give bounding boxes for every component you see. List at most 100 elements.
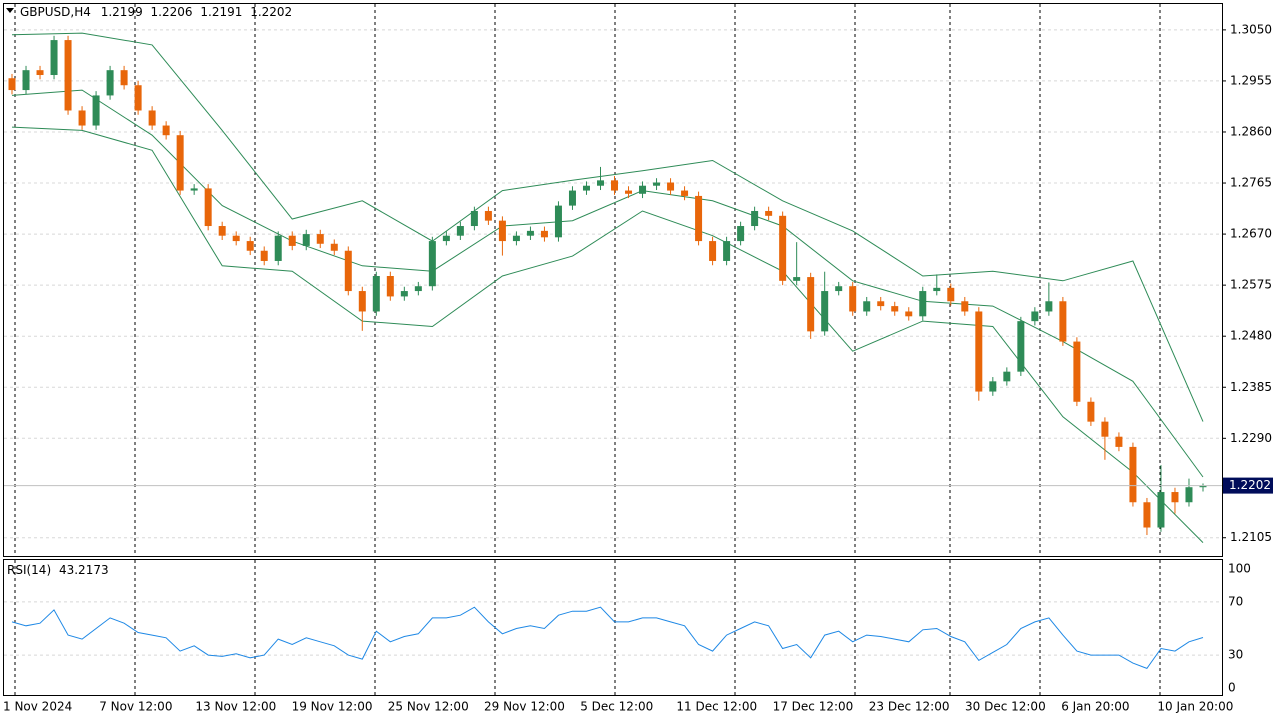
- candle-body: [106, 70, 114, 96]
- candle-body: [1017, 321, 1025, 372]
- rsi-last: 43.2173: [59, 563, 109, 577]
- rsi-tick-label: 30: [1228, 648, 1243, 662]
- candle-body: [919, 291, 927, 317]
- candle-body: [723, 241, 731, 261]
- y-tick-label: 1.2765: [1230, 176, 1272, 190]
- candle-body: [232, 235, 240, 242]
- rsi-name: RSI(14): [7, 563, 51, 577]
- candle-body: [512, 235, 520, 242]
- candle-body: [905, 311, 913, 317]
- candle-body: [1143, 502, 1151, 528]
- x-tick-label: 6 Jan 20:00: [1061, 700, 1129, 714]
- candle-body: [246, 241, 254, 251]
- candle-body: [526, 230, 534, 236]
- rsi-panel: [3, 559, 1223, 696]
- candle-body: [414, 286, 422, 292]
- candle-body: [611, 180, 619, 191]
- y-tick-label: 1.2860: [1230, 124, 1272, 138]
- candle-body: [639, 185, 647, 194]
- candle-body: [554, 205, 562, 238]
- x-tick-label: 11 Dec 12:00: [676, 700, 757, 714]
- candle-body: [947, 287, 955, 302]
- candle-body: [1003, 371, 1011, 382]
- candle-body: [372, 276, 380, 312]
- candle-body: [863, 301, 871, 312]
- candle-body: [961, 301, 969, 312]
- y-tick-label: 1.2385: [1230, 380, 1272, 394]
- candle-body: [653, 182, 661, 186]
- candle-body: [1031, 311, 1039, 322]
- x-tick-label: 30 Dec 12:00: [965, 700, 1046, 714]
- candle-body: [765, 210, 773, 216]
- candle-body: [835, 286, 843, 292]
- candle-body: [120, 70, 128, 86]
- y-tick-label: 1.2290: [1230, 431, 1272, 445]
- low: 1.2191: [200, 5, 242, 19]
- candle-body: [1059, 301, 1067, 342]
- candle-body: [344, 250, 352, 292]
- candle-body: [1045, 301, 1053, 312]
- rsi-tick-label: 100: [1228, 562, 1251, 576]
- candle-body: [162, 125, 170, 136]
- x-tick-label: 19 Nov 12:00: [292, 700, 373, 714]
- candle-body: [1199, 485, 1207, 488]
- y-tick-label: 1.2670: [1230, 227, 1272, 241]
- candle-body: [50, 40, 58, 76]
- candle-body: [92, 95, 100, 126]
- candle-body: [358, 291, 366, 312]
- candle-body: [1101, 421, 1109, 437]
- candle-body: [793, 277, 801, 281]
- x-tick-label: 10 Jan 20:00: [1157, 700, 1233, 714]
- high: 1.2206: [151, 5, 193, 19]
- candle-body: [442, 235, 450, 242]
- candle-body: [596, 180, 604, 186]
- x-tick-label: 1 Nov 2024: [3, 700, 72, 714]
- rsi-line: [11, 606, 1204, 670]
- candle-body: [330, 243, 338, 251]
- x-tick-label: 5 Dec 12:00: [580, 700, 653, 714]
- candle-body: [484, 210, 492, 221]
- candle-body: [22, 70, 30, 91]
- candle-body: [540, 230, 548, 238]
- candle-body: [456, 226, 464, 236]
- candle-body: [148, 110, 156, 126]
- symbol: GBPUSD,H4: [20, 5, 91, 19]
- menu-triangle[interactable]: [6, 8, 14, 13]
- candle-body: [1157, 492, 1165, 528]
- candle-body: [218, 226, 226, 236]
- bollinger-upper: [11, 32, 1204, 422]
- close: 1.2202: [250, 5, 292, 19]
- rsi-tick-label: 0: [1228, 681, 1236, 695]
- candle-body: [470, 210, 478, 227]
- candle-body: [64, 40, 72, 111]
- y-tick-label: 1.2105: [1230, 530, 1272, 544]
- candle-body: [667, 182, 675, 191]
- candle-body: [568, 190, 576, 206]
- candle-body: [582, 185, 590, 191]
- candle-body: [975, 311, 983, 392]
- x-tick-label: 25 Nov 12:00: [388, 700, 469, 714]
- candle-body: [386, 276, 394, 297]
- candle-body: [737, 226, 745, 242]
- main-panel: [3, 3, 1223, 557]
- candle-body: [1115, 436, 1123, 447]
- candle-body: [821, 291, 829, 332]
- x-tick-label: 7 Nov 12:00: [99, 700, 172, 714]
- candle-body: [989, 381, 997, 392]
- candle-body: [1073, 341, 1081, 402]
- candle-body: [274, 235, 282, 261]
- y-tick-label: 1.2575: [1230, 278, 1272, 292]
- header: GBPUSD,H4 1.2199 1.2206 1.2191 1.2202: [20, 5, 292, 19]
- candle-body: [78, 110, 86, 126]
- candle-body: [288, 235, 296, 246]
- current-price-box: [1223, 477, 1273, 494]
- rsi-tick-label: 70: [1228, 594, 1243, 608]
- x-tick-label: 29 Nov 12:00: [484, 700, 565, 714]
- y-tick-label: 1.2955: [1230, 73, 1272, 87]
- candle-body: [695, 195, 703, 242]
- candle-body: [891, 306, 899, 312]
- bollinger-lower: [11, 126, 1204, 543]
- current-price-label: 1.2202: [1229, 478, 1271, 492]
- candle-body: [625, 190, 633, 194]
